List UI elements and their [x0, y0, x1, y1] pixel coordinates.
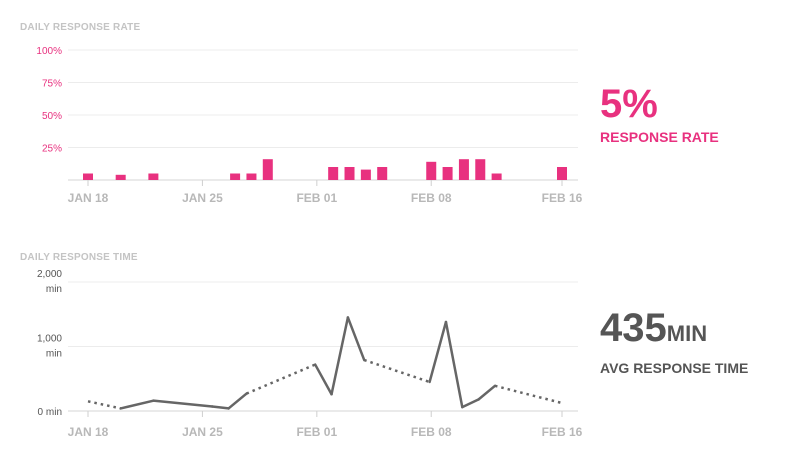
rate-xtick-label: FEB 16 [542, 191, 583, 205]
time-xtick-label: FEB 08 [411, 425, 452, 439]
time-line-segment [461, 398, 480, 409]
time-line-dotted-segment [246, 363, 316, 395]
rate-xtick-label: JAN 18 [68, 191, 109, 205]
rate-bar [148, 173, 159, 180]
rate-bar [230, 173, 241, 180]
time-xtick-label: JAN 18 [68, 425, 109, 439]
rate-bar [377, 167, 388, 180]
time-line-segment [313, 363, 333, 396]
rate-bar [344, 167, 355, 180]
time-ytick-label: 2,000 [37, 269, 62, 280]
time-line-dotted-segment [494, 384, 561, 404]
rate-bar [442, 167, 453, 180]
rate-bar [83, 173, 93, 180]
rate-ytick-label: 25% [42, 144, 62, 155]
rate-bar [458, 159, 469, 180]
rate-bar [491, 173, 502, 180]
avg-response-time-number: 435 [600, 306, 667, 350]
rate-bar [246, 173, 257, 180]
rate-ytick-label: 100% [36, 46, 62, 57]
avg-response-time-unit: MIN [666, 321, 708, 346]
time-line-segment [330, 316, 350, 396]
rate-ytick-label: 50% [42, 111, 62, 122]
rate-ytick-label: 75% [42, 79, 62, 90]
rate-bar [115, 174, 126, 180]
rate-bar [360, 169, 371, 180]
time-chart: 0 min 1,000 min 2,000 min JAN 18 JAN 25 FEB 01 F… [37, 269, 583, 439]
rate-bar [328, 167, 339, 180]
time-line-segment [428, 320, 448, 384]
rate-bar [475, 159, 486, 180]
time-line-segment [227, 392, 248, 410]
time-line-segment [346, 316, 366, 362]
rate-chart: 25% 50% 75% 100% JAN 18 JAN 25 FEB 01 FEB 08 FEB… [36, 46, 582, 205]
time-line-segment [477, 384, 497, 401]
response-rate-label: RESPONSE RATE [600, 129, 719, 145]
time-ytick-unit: min [46, 349, 62, 360]
rate-xtick-label: JAN 25 [182, 191, 223, 205]
time-line-dotted-segment [87, 400, 121, 410]
time-ytick-unit: min [46, 284, 62, 295]
time-xtick-label: FEB 16 [542, 425, 583, 439]
time-line-segment [210, 405, 230, 410]
time-line-dotted-segment [363, 358, 431, 384]
time-xtick-label: FEB 01 [296, 425, 337, 439]
time-ytick-label: 0 min [38, 407, 62, 418]
time-ytick-label: 1,000 [37, 334, 62, 345]
avg-response-time-value: 435MIN [600, 306, 707, 356]
rate-chart-title: DAILY RESPONSE RATE [20, 22, 140, 33]
rate-xtick-label: FEB 01 [296, 191, 337, 205]
rate-bar [557, 167, 567, 180]
rate-bar [262, 159, 273, 180]
avg-response-time-label: AVG RESPONSE TIME [600, 360, 749, 376]
time-line-segment [152, 399, 214, 408]
time-line-segment [119, 399, 155, 410]
rate-bar [426, 161, 437, 180]
rate-xtick-label: FEB 08 [411, 191, 452, 205]
response-rate-value: 5% [600, 82, 658, 126]
time-chart-title: DAILY RESPONSE TIME [20, 252, 138, 263]
time-xtick-label: JAN 25 [182, 425, 223, 439]
time-line-segment [444, 320, 464, 409]
